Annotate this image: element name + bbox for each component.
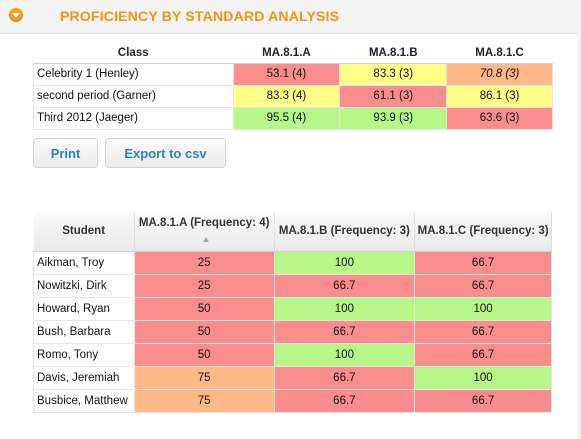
standard-c-column-header[interactable]: MA.8.1.C [446, 43, 553, 64]
score-cell: 50 [133, 319, 275, 344]
class-table-row: second period (Garner) 83.3 (4) 61.1 (3)… [33, 84, 553, 108]
student-row: Romo, Tony 50 100 66.7 [33, 342, 552, 367]
class-table-row: Third 2012 (Jaeger) 95.5 (4) 93.9 (3) 63… [33, 106, 553, 130]
score-cell: 100 [414, 365, 552, 390]
section-title: PROFICIENCY BY STANDARD ANALYSIS [60, 8, 340, 24]
student-name-cell: Davis, Jeremiah [33, 365, 135, 390]
student-name-cell: Romo, Tony [33, 342, 135, 367]
score-cell: 66.7 [273, 319, 416, 344]
score-cell: 100 [273, 342, 416, 367]
class-name-cell: second period (Garner) [33, 84, 234, 108]
sort-ascending-icon[interactable] [202, 236, 209, 242]
export-csv-button[interactable]: Export to csv [105, 138, 226, 168]
student-row: Aikman, Troy 25 100 66.7 [33, 250, 552, 275]
student-name-cell: Aikman, Troy [33, 250, 135, 275]
student-name-cell: Bush, Barbara [33, 319, 135, 344]
score-cell: 66.7 [414, 388, 552, 413]
score-cell: 93.9 (3) [339, 106, 448, 130]
score-cell: 66.7 [414, 273, 552, 298]
print-button[interactable]: Print [33, 138, 98, 168]
score-cell: 50 [133, 342, 275, 367]
class-column-header[interactable]: Class [33, 43, 234, 64]
student-name-cell: Nowitzki, Dirk [33, 273, 135, 298]
score-cell: 66.7 [414, 319, 552, 344]
class-table-header-row: Class MA.8.1.A MA.8.1.B MA.8.1.C [33, 43, 553, 64]
score-cell: 100 [273, 296, 416, 321]
class-table-row: Celebrity 1 (Henley) 53.1 (4) 83.3 (3) 7… [33, 62, 553, 86]
student-name-cell: Busbice, Matthew [33, 388, 135, 413]
class-name-cell: Celebrity 1 (Henley) [33, 62, 234, 86]
score-cell: 83.3 (4) [232, 84, 341, 108]
score-cell: 75 [133, 388, 275, 413]
score-cell: 66.7 [273, 273, 416, 298]
section-header[interactable]: PROFICIENCY BY STANDARD ANALYSIS [0, 0, 581, 34]
score-cell: 66.7 [273, 365, 416, 390]
student-row: Busbice, Matthew 75 66.7 66.7 [33, 388, 552, 413]
score-cell: 86.1 (3) [446, 84, 553, 108]
score-cell: 100 [273, 250, 416, 275]
class-proficiency-table: Class MA.8.1.A MA.8.1.B MA.8.1.C Celebri… [33, 43, 553, 130]
score-cell: 66.7 [414, 342, 552, 367]
score-cell: 53.1 (4) [232, 62, 341, 86]
standard-b-frequency-column-header[interactable]: MA.8.1.B (Frequency: 3) [274, 212, 416, 252]
student-proficiency-table: Student MA.8.1.A (Frequency: 4) MA.8.1.B… [33, 212, 552, 413]
student-table-header-row: Student MA.8.1.A (Frequency: 4) MA.8.1.B… [33, 212, 552, 252]
student-row: Bush, Barbara 50 66.7 66.7 [33, 319, 552, 344]
student-row: Davis, Jeremiah 75 66.7 100 [33, 365, 552, 390]
student-table-body: Aikman, Troy 25 100 66.7 Nowitzki, Dirk 25 66.… [33, 250, 552, 413]
score-cell: 25 [133, 250, 275, 275]
score-cell: 95.5 (4) [232, 106, 341, 130]
scrollbar[interactable] [578, 33, 581, 439]
standard-c-frequency-column-header[interactable]: MA.8.1.C (Frequency: 3) [414, 212, 552, 252]
standard-b-column-header[interactable]: MA.8.1.B [339, 43, 447, 64]
score-cell: 61.1 (3) [339, 84, 448, 108]
score-cell: 70.8 (3) [446, 62, 553, 86]
standard-a-frequency-column-header[interactable]: MA.8.1.A (Frequency: 4) [134, 212, 275, 252]
student-name-cell: Howard, Ryan [33, 296, 135, 321]
standard-a-column-header[interactable]: MA.8.1.A [233, 43, 340, 64]
column-header-label: MA.8.1.A (Frequency: 4) [138, 217, 270, 230]
collapse-chevron-icon[interactable] [9, 8, 23, 22]
score-cell: 75 [133, 365, 275, 390]
score-cell: 50 [133, 296, 275, 321]
student-row: Howard, Ryan 50 100 100 [33, 296, 552, 321]
score-cell: 100 [414, 296, 552, 321]
score-cell: 66.7 [414, 250, 552, 275]
class-name-cell: Third 2012 (Jaeger) [33, 106, 234, 130]
student-column-header[interactable]: Student [33, 212, 135, 252]
score-cell: 63.6 (3) [446, 106, 553, 130]
student-row: Nowitzki, Dirk 25 66.7 66.7 [33, 273, 552, 298]
score-cell: 66.7 [273, 388, 416, 413]
score-cell: 25 [133, 273, 275, 298]
score-cell: 83.3 (3) [339, 62, 448, 86]
